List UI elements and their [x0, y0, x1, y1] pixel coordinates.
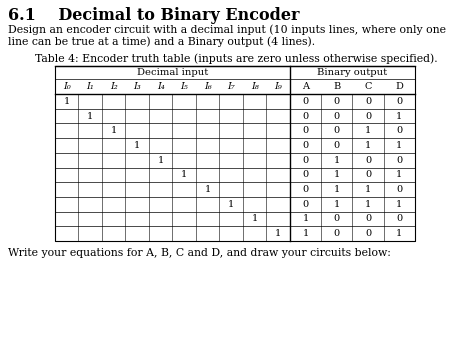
- Text: 0: 0: [334, 126, 340, 135]
- Text: I₇: I₇: [228, 82, 235, 91]
- Text: B: B: [333, 82, 340, 91]
- Text: 1: 1: [302, 229, 309, 238]
- Text: 1: 1: [334, 185, 340, 194]
- Text: 1: 1: [365, 126, 371, 135]
- Text: 1: 1: [334, 156, 340, 164]
- Text: 1: 1: [365, 200, 371, 209]
- Text: 1: 1: [87, 111, 93, 121]
- Text: 0: 0: [365, 214, 371, 224]
- Text: 0: 0: [334, 111, 340, 121]
- Text: 1: 1: [396, 111, 402, 121]
- Text: 0: 0: [334, 141, 340, 150]
- Text: 1: 1: [275, 229, 282, 238]
- Text: 0: 0: [302, 126, 309, 135]
- Text: line can be true at a time) and a Binary output (4 lines).: line can be true at a time) and a Binary…: [8, 36, 315, 47]
- Text: 0: 0: [302, 200, 309, 209]
- Text: 0: 0: [302, 111, 309, 121]
- Text: C: C: [365, 82, 372, 91]
- Text: I₀: I₀: [63, 82, 71, 91]
- Text: I₃: I₃: [133, 82, 141, 91]
- Text: I₅: I₅: [181, 82, 188, 91]
- Text: 0: 0: [365, 229, 371, 238]
- Text: 0: 0: [302, 185, 309, 194]
- Text: 1: 1: [158, 156, 164, 164]
- Text: 1: 1: [252, 214, 258, 224]
- Text: 0: 0: [302, 97, 309, 106]
- Text: A: A: [302, 82, 309, 91]
- Text: 1: 1: [134, 141, 140, 150]
- Text: 0: 0: [302, 171, 309, 179]
- Text: Write your equations for A, B, C and D, and draw your circuits below:: Write your equations for A, B, C and D, …: [8, 248, 391, 258]
- Text: 6.1    Decimal to Binary Encoder: 6.1 Decimal to Binary Encoder: [8, 7, 300, 24]
- Bar: [55, 66, 415, 241]
- Text: 0: 0: [365, 111, 371, 121]
- Text: 1: 1: [396, 229, 402, 238]
- Text: I₆: I₆: [204, 82, 211, 91]
- Text: 1: 1: [396, 141, 402, 150]
- Text: 1: 1: [365, 141, 371, 150]
- Text: 1: 1: [302, 214, 309, 224]
- Text: I₂: I₂: [110, 82, 118, 91]
- Text: 1: 1: [334, 171, 340, 179]
- Text: 1: 1: [181, 171, 187, 179]
- Text: Binary output: Binary output: [318, 68, 388, 77]
- Text: I₁: I₁: [86, 82, 94, 91]
- Text: 0: 0: [302, 156, 309, 164]
- Text: 1: 1: [64, 97, 70, 106]
- Text: 1: 1: [334, 200, 340, 209]
- Text: 1: 1: [228, 200, 234, 209]
- Text: 0: 0: [396, 156, 402, 164]
- Text: 0: 0: [396, 185, 402, 194]
- Text: 1: 1: [110, 126, 117, 135]
- Text: D: D: [395, 82, 403, 91]
- Text: 1: 1: [396, 200, 402, 209]
- Text: I₉: I₉: [274, 82, 282, 91]
- Text: 0: 0: [302, 141, 309, 150]
- Text: 0: 0: [396, 126, 402, 135]
- Text: 0: 0: [365, 97, 371, 106]
- Text: I₈: I₈: [251, 82, 259, 91]
- Text: 0: 0: [334, 229, 340, 238]
- Text: 0: 0: [334, 214, 340, 224]
- Text: 0: 0: [334, 97, 340, 106]
- Text: 0: 0: [396, 214, 402, 224]
- Text: 1: 1: [365, 185, 371, 194]
- Text: 0: 0: [365, 156, 371, 164]
- Text: 0: 0: [396, 97, 402, 106]
- Text: 0: 0: [365, 171, 371, 179]
- Text: Decimal input: Decimal input: [137, 68, 208, 77]
- Text: 1: 1: [205, 185, 211, 194]
- Text: 1: 1: [396, 171, 402, 179]
- Text: Design an encoder circuit with a decimal input (10 inputs lines, where only one: Design an encoder circuit with a decimal…: [8, 24, 446, 35]
- Text: I₄: I₄: [157, 82, 164, 91]
- Text: Table 4: Encoder truth table (inputs are zero unless otherwise specified).: Table 4: Encoder truth table (inputs are…: [35, 53, 438, 64]
